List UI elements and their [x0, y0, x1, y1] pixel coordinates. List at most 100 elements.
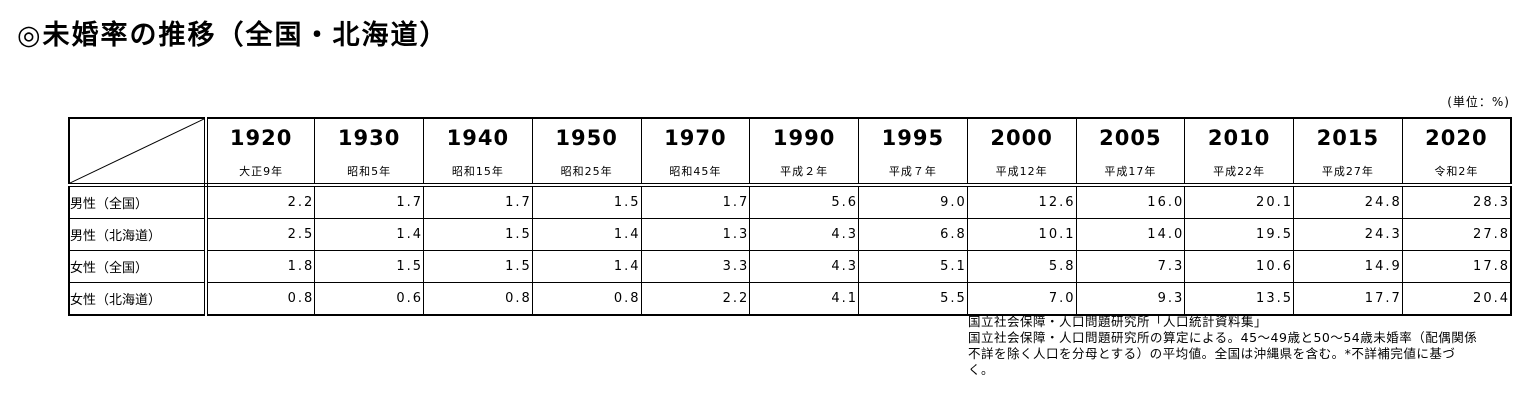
value-cell: 1.3 — [640, 218, 751, 251]
era-label: 平成12年 — [995, 164, 1048, 178]
source-notes: 国立社会保障・人口問題研究所「人口統計資料集」 国立社会保障・人口問題研究所の算定… — [968, 314, 1513, 378]
value-cell: 5.6 — [749, 184, 859, 219]
value-cell: 1.5 — [531, 184, 642, 219]
era-label: 昭和45年 — [669, 164, 722, 178]
era-label: 平成２年 — [780, 164, 829, 178]
value-cell: 1.4 — [314, 218, 424, 251]
value-cell: 14.0 — [1075, 218, 1186, 251]
value-cell: 1.5 — [423, 250, 533, 283]
year-column-header: 2020 令和2年 — [1401, 117, 1512, 187]
value-cell: 17.8 — [1401, 250, 1512, 283]
value-cell: 0.8 — [423, 282, 533, 316]
unmarried-rate-table: 1920 大正9年 1930 昭和5年 1940 昭和15年 1950 昭和25年 1970 昭和… — [68, 117, 1512, 316]
value-cell: 0.6 — [314, 282, 424, 316]
value-cell: 19.5 — [1184, 218, 1294, 251]
value-cell: 6.8 — [858, 218, 968, 251]
table-row: 男性（全国） 2.2 1.7 1.7 1.5 1.7 5.6 9.0 12.6 16.0 20.1 2… — [68, 184, 1512, 219]
row-label-cell: 男性（全国） — [68, 184, 208, 219]
year-column-header: 1990 平成２年 — [749, 117, 859, 187]
year-column-header: 1995 平成７年 — [858, 117, 968, 187]
value-cell: 2.5 — [205, 218, 316, 251]
year-label: 2010 — [1207, 125, 1271, 150]
value-cell: 5.1 — [858, 250, 968, 283]
value-cell: 1.8 — [205, 250, 316, 283]
year-column-header: 1920 大正9年 — [205, 117, 316, 187]
value-cell: 1.7 — [640, 184, 751, 219]
year-label: 1940 — [446, 125, 510, 150]
year-label: 1950 — [555, 125, 618, 150]
year-label: 2005 — [1099, 125, 1162, 150]
year-label: 2000 — [990, 125, 1053, 150]
year-column-header: 1970 昭和45年 — [640, 117, 751, 187]
value-cell: 1.5 — [314, 250, 424, 283]
table-body: 男性（全国） 2.2 1.7 1.7 1.5 1.7 5.6 9.0 12.6 16.0 20.1 2… — [68, 184, 1512, 316]
value-cell: 1.4 — [531, 218, 642, 251]
value-cell: 2.2 — [205, 184, 316, 219]
era-label: 昭和25年 — [560, 164, 613, 178]
era-label: 平成７年 — [888, 164, 937, 178]
table-row: 女性（全国） 1.8 1.5 1.5 1.4 3.3 4.3 5.1 5.8 7.3 10.6 14.… — [68, 250, 1512, 283]
era-label: 昭和5年 — [347, 164, 392, 178]
era-label: 平成17年 — [1104, 164, 1157, 178]
row-label-cell: 男性（北海道） — [68, 218, 208, 251]
value-cell: 28.3 — [1401, 184, 1512, 219]
year-label: 2015 — [1316, 125, 1380, 150]
table-row: 男性（北海道） 2.5 1.4 1.5 1.4 1.3 4.3 6.8 10.1 14.0 19.5… — [68, 218, 1512, 251]
year-label: 1995 — [881, 125, 945, 150]
value-cell: 20.4 — [1401, 282, 1512, 316]
era-label: 大正9年 — [239, 164, 284, 178]
value-cell: 5.8 — [966, 250, 1077, 283]
value-cell: 1.4 — [531, 250, 642, 283]
value-cell: 1.7 — [314, 184, 424, 219]
value-cell: 2.2 — [640, 282, 751, 316]
year-column-header: 1940 昭和15年 — [423, 117, 533, 187]
value-cell: 27.8 — [1401, 218, 1512, 251]
diagonal-divider — [73, 119, 202, 181]
note-line: 国立社会保障・人口問題研究所「人口統計資料集」 — [968, 314, 1268, 329]
header-row: 1920 大正9年 1930 昭和5年 1940 昭和15年 1950 昭和25年 1970 昭和… — [68, 117, 1512, 187]
year-label: 1920 — [229, 125, 293, 150]
value-cell: 1.7 — [423, 184, 533, 219]
note-line: 国立社会保障・人口問題研究所の算定による。45～49歳と50～54歳未婚率（配偶… — [968, 330, 1478, 345]
year-column-header: 1930 昭和5年 — [314, 117, 424, 187]
era-label: 昭和15年 — [451, 164, 504, 178]
value-cell: 0.8 — [205, 282, 316, 316]
unit-label: (単位：%) — [1447, 95, 1510, 109]
value-cell: 20.1 — [1184, 184, 1294, 219]
value-cell: 3.3 — [640, 250, 751, 283]
year-column-header: 1950 昭和25年 — [531, 117, 642, 187]
value-cell: 10.1 — [966, 218, 1077, 251]
value-cell: 5.5 — [858, 282, 968, 316]
value-cell: 7.3 — [1075, 250, 1186, 283]
year-column-header: 2005 平成17年 — [1075, 117, 1186, 187]
value-cell: 4.1 — [749, 282, 859, 316]
value-cell: 1.5 — [423, 218, 533, 251]
year-label: 1970 — [664, 125, 727, 150]
row-label-cell: 女性（全国） — [68, 250, 208, 283]
table-row: 女性（北海道） 0.8 0.6 0.8 0.8 2.2 4.1 5.5 7.0 9.3 13.5 17… — [68, 282, 1512, 316]
value-cell: 4.3 — [749, 250, 859, 283]
page-title: ◎未婚率の推移（全国・北海道） — [17, 20, 449, 51]
value-cell: 7.0 — [966, 282, 1077, 316]
year-column-header: 2000 平成12年 — [966, 117, 1077, 187]
era-label: 平成22年 — [1213, 164, 1266, 178]
table-header: 1920 大正9年 1930 昭和5年 1940 昭和15年 1950 昭和25年 1970 昭和… — [68, 117, 1512, 187]
year-label: 1990 — [772, 125, 836, 150]
era-label: 平成27年 — [1321, 164, 1374, 178]
value-cell: 16.0 — [1075, 184, 1186, 219]
era-label: 令和2年 — [1434, 164, 1479, 178]
value-cell: 17.7 — [1293, 282, 1403, 316]
value-cell: 0.8 — [531, 282, 642, 316]
note-line: 不詳を除く人口を分母とする）の平均値。全国は沖縄県を含む。*不詳補完値に基づ — [968, 346, 1456, 361]
value-cell: 9.0 — [858, 184, 968, 219]
value-cell: 24.3 — [1293, 218, 1403, 251]
corner-cell — [68, 117, 208, 187]
year-label: 2020 — [1425, 125, 1488, 150]
value-cell: 9.3 — [1075, 282, 1186, 316]
row-label-cell: 女性（北海道） — [68, 282, 208, 316]
value-cell: 24.8 — [1293, 184, 1403, 219]
note-line: く。 — [968, 362, 995, 377]
year-column-header: 2010 平成22年 — [1184, 117, 1294, 187]
value-cell: 10.6 — [1184, 250, 1294, 283]
value-cell: 14.9 — [1293, 250, 1403, 283]
